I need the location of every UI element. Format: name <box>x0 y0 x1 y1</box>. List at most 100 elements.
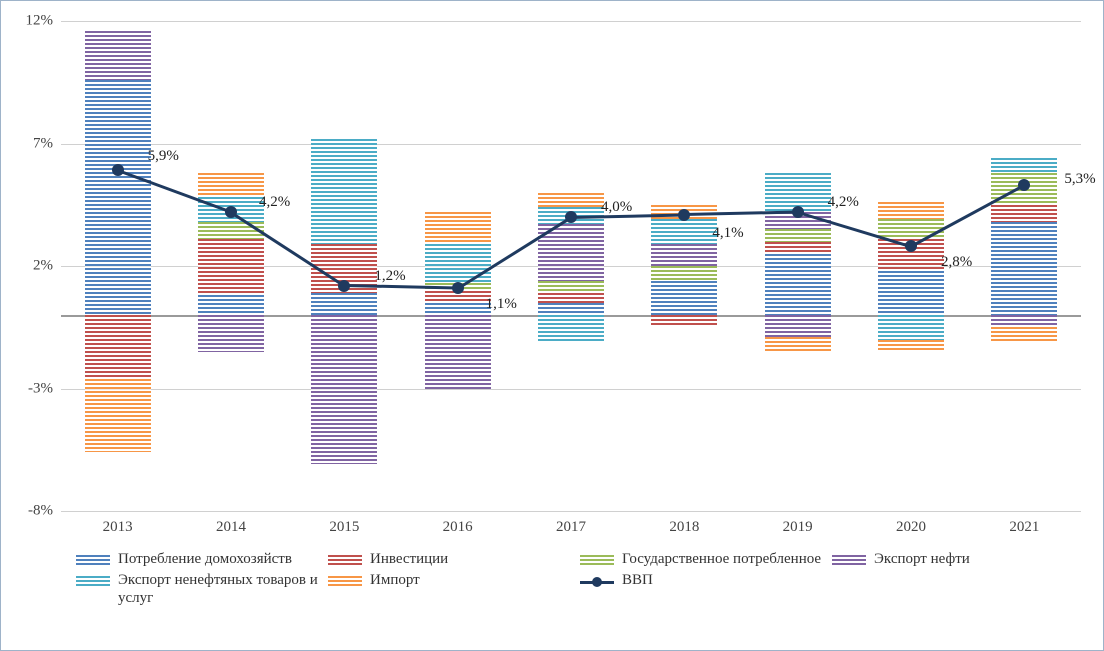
legend-item-oil_export: Экспорт нефти <box>832 551 1084 568</box>
bar-seg-government <box>651 266 717 281</box>
legend-label: Государственное потребленное <box>622 551 821 568</box>
gridline <box>61 511 1081 512</box>
gdp-value-label: 5,3% <box>1064 171 1095 188</box>
gdp-value-label: 5,9% <box>148 148 179 165</box>
bar-seg-oil_export <box>85 31 151 80</box>
x-tick-label: 2014 <box>216 519 246 536</box>
plot-area: 5,9%4,2%1,2%1,1%4,0%4,1%4,2%2,8%5,3% <box>61 21 1081 511</box>
bar-seg-investment <box>85 315 151 379</box>
bar-seg-nonoil_export <box>651 219 717 244</box>
y-tick-label: -3% <box>28 380 53 397</box>
bar-seg-oil_export <box>198 315 264 352</box>
bar-seg-nonoil_export <box>538 315 604 342</box>
y-tick-label: 2% <box>33 258 53 275</box>
legend-label: Импорт <box>370 572 420 589</box>
bar-seg-government <box>765 229 831 241</box>
x-tick-label: 2020 <box>896 519 926 536</box>
legend-row: Потребление домохозяйств Инвестиции Госуда… <box>76 551 1086 568</box>
bar-seg-household <box>85 80 151 315</box>
legend-item-government: Государственное потребленное <box>580 551 832 568</box>
y-tick-label: -8% <box>28 503 53 520</box>
bar-seg-household <box>991 222 1057 315</box>
legend-swatch <box>328 555 362 567</box>
bar-seg-investment <box>991 205 1057 222</box>
bar-seg-oil_export <box>651 244 717 266</box>
x-tick-label: 2021 <box>1009 519 1039 536</box>
gdp-value-label: 4,2% <box>259 194 290 211</box>
gdp-point <box>565 211 577 223</box>
legend-row: Экспорт ненефтяных товаров и услуг Импорт… <box>76 572 1086 607</box>
gdp-point <box>112 164 124 176</box>
legend-item-nonoil_export: Экспорт ненефтяных товаров и услуг <box>76 572 328 607</box>
bar-seg-household <box>425 303 491 315</box>
bar-seg-oil_export <box>425 315 491 389</box>
x-tick-label: 2018 <box>669 519 699 536</box>
bar-seg-nonoil_export <box>311 139 377 244</box>
gdp-contribution-chart: 5,9%4,2%1,2%1,1%4,0%4,1%4,2%2,8%5,3% Пот… <box>0 0 1104 651</box>
bar-seg-government <box>538 281 604 293</box>
bar-seg-nonoil_export <box>991 158 1057 173</box>
legend-label: Экспорт нефти <box>874 551 970 568</box>
bar-seg-import <box>538 193 604 208</box>
gdp-point <box>452 282 464 294</box>
legend-swatch <box>328 576 362 588</box>
legend-item-investment: Инвестиции <box>328 551 580 568</box>
x-tick-label: 2019 <box>783 519 813 536</box>
legend-item-household: Потребление домохозяйств <box>76 551 328 568</box>
legend-swatch <box>832 555 866 567</box>
bar-seg-oil_export <box>311 315 377 464</box>
bar-seg-oil_export <box>991 315 1057 327</box>
bar-seg-import <box>878 202 944 219</box>
bar-seg-investment <box>765 242 831 254</box>
legend-swatch <box>76 576 110 588</box>
legend-label: ВВП <box>622 572 653 589</box>
gdp-point <box>792 206 804 218</box>
gdp-point <box>1018 179 1030 191</box>
gdp-value-label: 2,8% <box>941 254 972 271</box>
gridline <box>61 21 1081 22</box>
bar-seg-government <box>198 222 264 239</box>
legend-item-import: Импорт <box>328 572 580 607</box>
legend-swatch <box>580 555 614 567</box>
gdp-point <box>338 280 350 292</box>
bar-seg-investment <box>538 293 604 303</box>
bar-seg-import <box>765 337 831 352</box>
bar-seg-household <box>878 271 944 315</box>
legend-label: Инвестиции <box>370 551 448 568</box>
y-tick-label: 7% <box>33 135 53 152</box>
bar-seg-investment <box>198 239 264 295</box>
bar-seg-import <box>85 379 151 453</box>
bar-seg-import <box>878 340 944 352</box>
bar-seg-household <box>198 295 264 315</box>
gdp-value-label: 4,2% <box>828 194 859 211</box>
x-tick-label: 2013 <box>103 519 133 536</box>
legend-item-gdp: ВВП <box>580 572 832 607</box>
legend-label: Экспорт ненефтяных товаров и услуг <box>118 572 320 607</box>
gdp-point <box>225 206 237 218</box>
legend: Потребление домохозяйств Инвестиции Госуда… <box>76 551 1086 611</box>
legend-swatch-gdp <box>580 576 614 588</box>
gdp-point <box>678 209 690 221</box>
gridline <box>61 144 1081 145</box>
bar-seg-household <box>765 254 831 315</box>
legend-label: Потребление домохозяйств <box>118 551 292 568</box>
bar-seg-import <box>991 327 1057 342</box>
y-tick-label: 12% <box>26 13 54 30</box>
bar-seg-oil_export <box>765 315 831 337</box>
gdp-value-label: 1,2% <box>374 268 405 285</box>
bar-seg-household <box>311 293 377 315</box>
gridline <box>61 389 1081 390</box>
gdp-value-label: 1,1% <box>486 296 517 313</box>
x-tick-label: 2016 <box>443 519 473 536</box>
gdp-value-label: 4,1% <box>712 225 743 242</box>
bar-seg-household <box>651 281 717 315</box>
bar-seg-nonoil_export <box>425 244 491 283</box>
x-tick-label: 2015 <box>329 519 359 536</box>
bar-seg-nonoil_export <box>878 315 944 340</box>
legend-swatch <box>76 555 110 567</box>
gdp-point <box>905 240 917 252</box>
bar-seg-import <box>425 212 491 244</box>
bar-seg-household <box>538 303 604 315</box>
x-tick-label: 2017 <box>556 519 586 536</box>
bar-seg-investment <box>651 315 717 325</box>
